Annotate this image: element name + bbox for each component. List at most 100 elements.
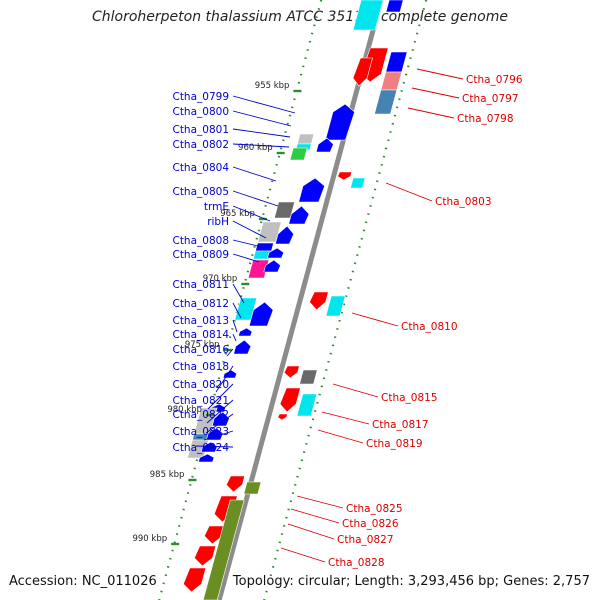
right-gene-label[interactable]: Ctha_0826 [342,518,399,530]
gene-feature-box [352,0,384,31]
reverse-gene-arrow [225,475,246,493]
left-gene-label[interactable]: Ctha_0814 [172,329,229,341]
right-gene-label[interactable]: Ctha_0798 [457,113,514,125]
left-gene-label[interactable]: trmE [204,201,229,213]
right-gene-label[interactable]: Ctha_0827 [337,534,394,546]
right-gene-label[interactable]: Ctha_0815 [381,392,438,404]
gene-feature-box [255,242,274,252]
genome-title: Chloroherpeton thalassium ATCC 35110, co… [92,9,508,25]
left-label-leader-line [232,128,291,138]
left-gene-label[interactable]: ribH [207,216,229,228]
gene-feature-box [296,393,318,417]
left-label-leader-line [232,190,279,207]
right-gene-label[interactable]: Ctha_0819 [366,438,423,450]
scale-tick-label: 975 kbp [185,340,220,350]
left-label-leader-line [203,430,234,441]
forward-gene-arrow [274,225,295,245]
left-gene-label[interactable]: Ctha_0811 [172,279,229,291]
gene-features [183,0,408,600]
forward-gene-arrow [238,327,253,337]
reverse-gene-arrow [279,387,301,413]
left-label-leader-line [232,166,277,182]
left-gene-label[interactable]: Ctha_0821 [172,395,229,407]
forward-gene-arrow [298,177,325,203]
scale-tick-label: 965 kbp [220,209,255,219]
backbone [216,0,384,600]
gene-feature-box [385,51,408,73]
gene-feature-box [243,481,262,495]
gene-feature-box [325,295,346,317]
gene-feature-box [299,369,318,385]
forward-gene-arrow [206,427,224,441]
right-label-leader-line [280,547,326,563]
left-label-leader-line [215,365,234,393]
right-gene-label[interactable]: Ctha_0810 [401,321,458,333]
left-gene-label[interactable]: Ctha_0818 [172,361,229,373]
left-gene-labels: Ctha_0799 Ctha_0800 Ctha_0801 Ctha_0802 Ctha… [172,91,296,454]
right-gene-label[interactable]: Ctha_0797 [462,93,519,105]
left-label-leader-line [226,348,234,357]
right-label-leader-line [385,182,433,202]
gene-feature-box [252,250,272,260]
gene-feature-box [374,89,398,115]
left-label-leader-line [232,302,242,319]
left-label-leader-line [207,383,234,410]
gene-feature-box [247,259,270,279]
left-label-leader-line [205,413,234,434]
right-label-leader-line [321,411,370,425]
left-gene-label[interactable]: Ctha_0804 [172,162,229,174]
reverse-gene-arrow [283,365,300,379]
right-gene-label[interactable]: Ctha_0803 [435,196,492,208]
right-label-leader-line [332,383,379,398]
right-label-leader-line [317,429,364,444]
right-label-leader-line [411,87,460,99]
reverse-gene-arrow [183,567,207,593]
reverse-gene-arrow [309,291,329,311]
accession-text: Accession: NC_011026 [9,574,157,589]
scale-tick-label: 970 kbp [203,274,238,284]
scale-tick-label: 985 kbp [150,470,185,480]
reverse-gene-arrow [194,545,217,567]
left-gene-label[interactable]: Ctha_0801 [172,124,229,136]
left-label-leader-line [232,95,296,114]
right-label-leader-line [407,107,455,119]
gene-feature-box [202,499,245,600]
left-label-leader-line [232,220,267,239]
left-label-leader-line [232,110,292,127]
right-gene-label[interactable]: Ctha_0817 [372,419,429,431]
left-gene-label[interactable]: Ctha_0824 [172,442,229,454]
left-gene-label[interactable]: Ctha_0805 [172,186,229,198]
left-gene-label[interactable]: Ctha_0809 [172,249,229,261]
left-gene-label[interactable]: Ctha_0800 [172,106,229,118]
left-label-leader-line [232,319,238,333]
left-gene-label[interactable]: Ctha_0813 [172,315,229,327]
forward-gene-arrow [198,453,215,463]
left-gene-label[interactable]: Ctha_0802 [172,139,229,151]
left-label-leader-line [232,283,245,304]
left-label-leader-line [232,253,260,263]
right-gene-label[interactable]: Ctha_0796 [466,74,523,86]
reverse-gene-arrow [337,171,353,181]
right-label-leader-line [296,495,344,509]
forward-gene-arrow [248,301,274,327]
forward-gene-arrow [200,441,218,453]
left-gene-label[interactable]: Ctha_0823 [172,426,229,438]
scale-tick-label: 980 kbp [167,405,202,415]
forward-gene-arrow [263,259,281,273]
backbone-line [216,0,384,600]
left-gene-label[interactable]: Ctha_0808 [172,235,229,247]
left-gene-label[interactable]: Ctha_0820 [172,379,229,391]
left-gene-label[interactable]: Ctha_0812 [172,298,229,310]
forward-gene-arrow [267,247,285,259]
left-label-leader-line [232,239,263,248]
left-gene-label[interactable]: Ctha_0822 [172,409,229,421]
left-label-leader-line [232,333,237,342]
right-gene-label[interactable]: Ctha_0828 [328,557,385,569]
left-gene-label[interactable]: Ctha_0816 [172,344,229,356]
reverse-gene-arrow [277,413,288,421]
left-gene-label[interactable]: Ctha_0799 [172,91,229,103]
forward-gene-arrow [315,137,334,153]
reverse-gene-arrow [203,525,226,545]
right-gene-label[interactable]: Ctha_0825 [346,503,403,515]
scale-ticks: 955 kbp 960 kbp 965 kbp 970 kbp 975 kbp 980 k… [132,81,302,546]
